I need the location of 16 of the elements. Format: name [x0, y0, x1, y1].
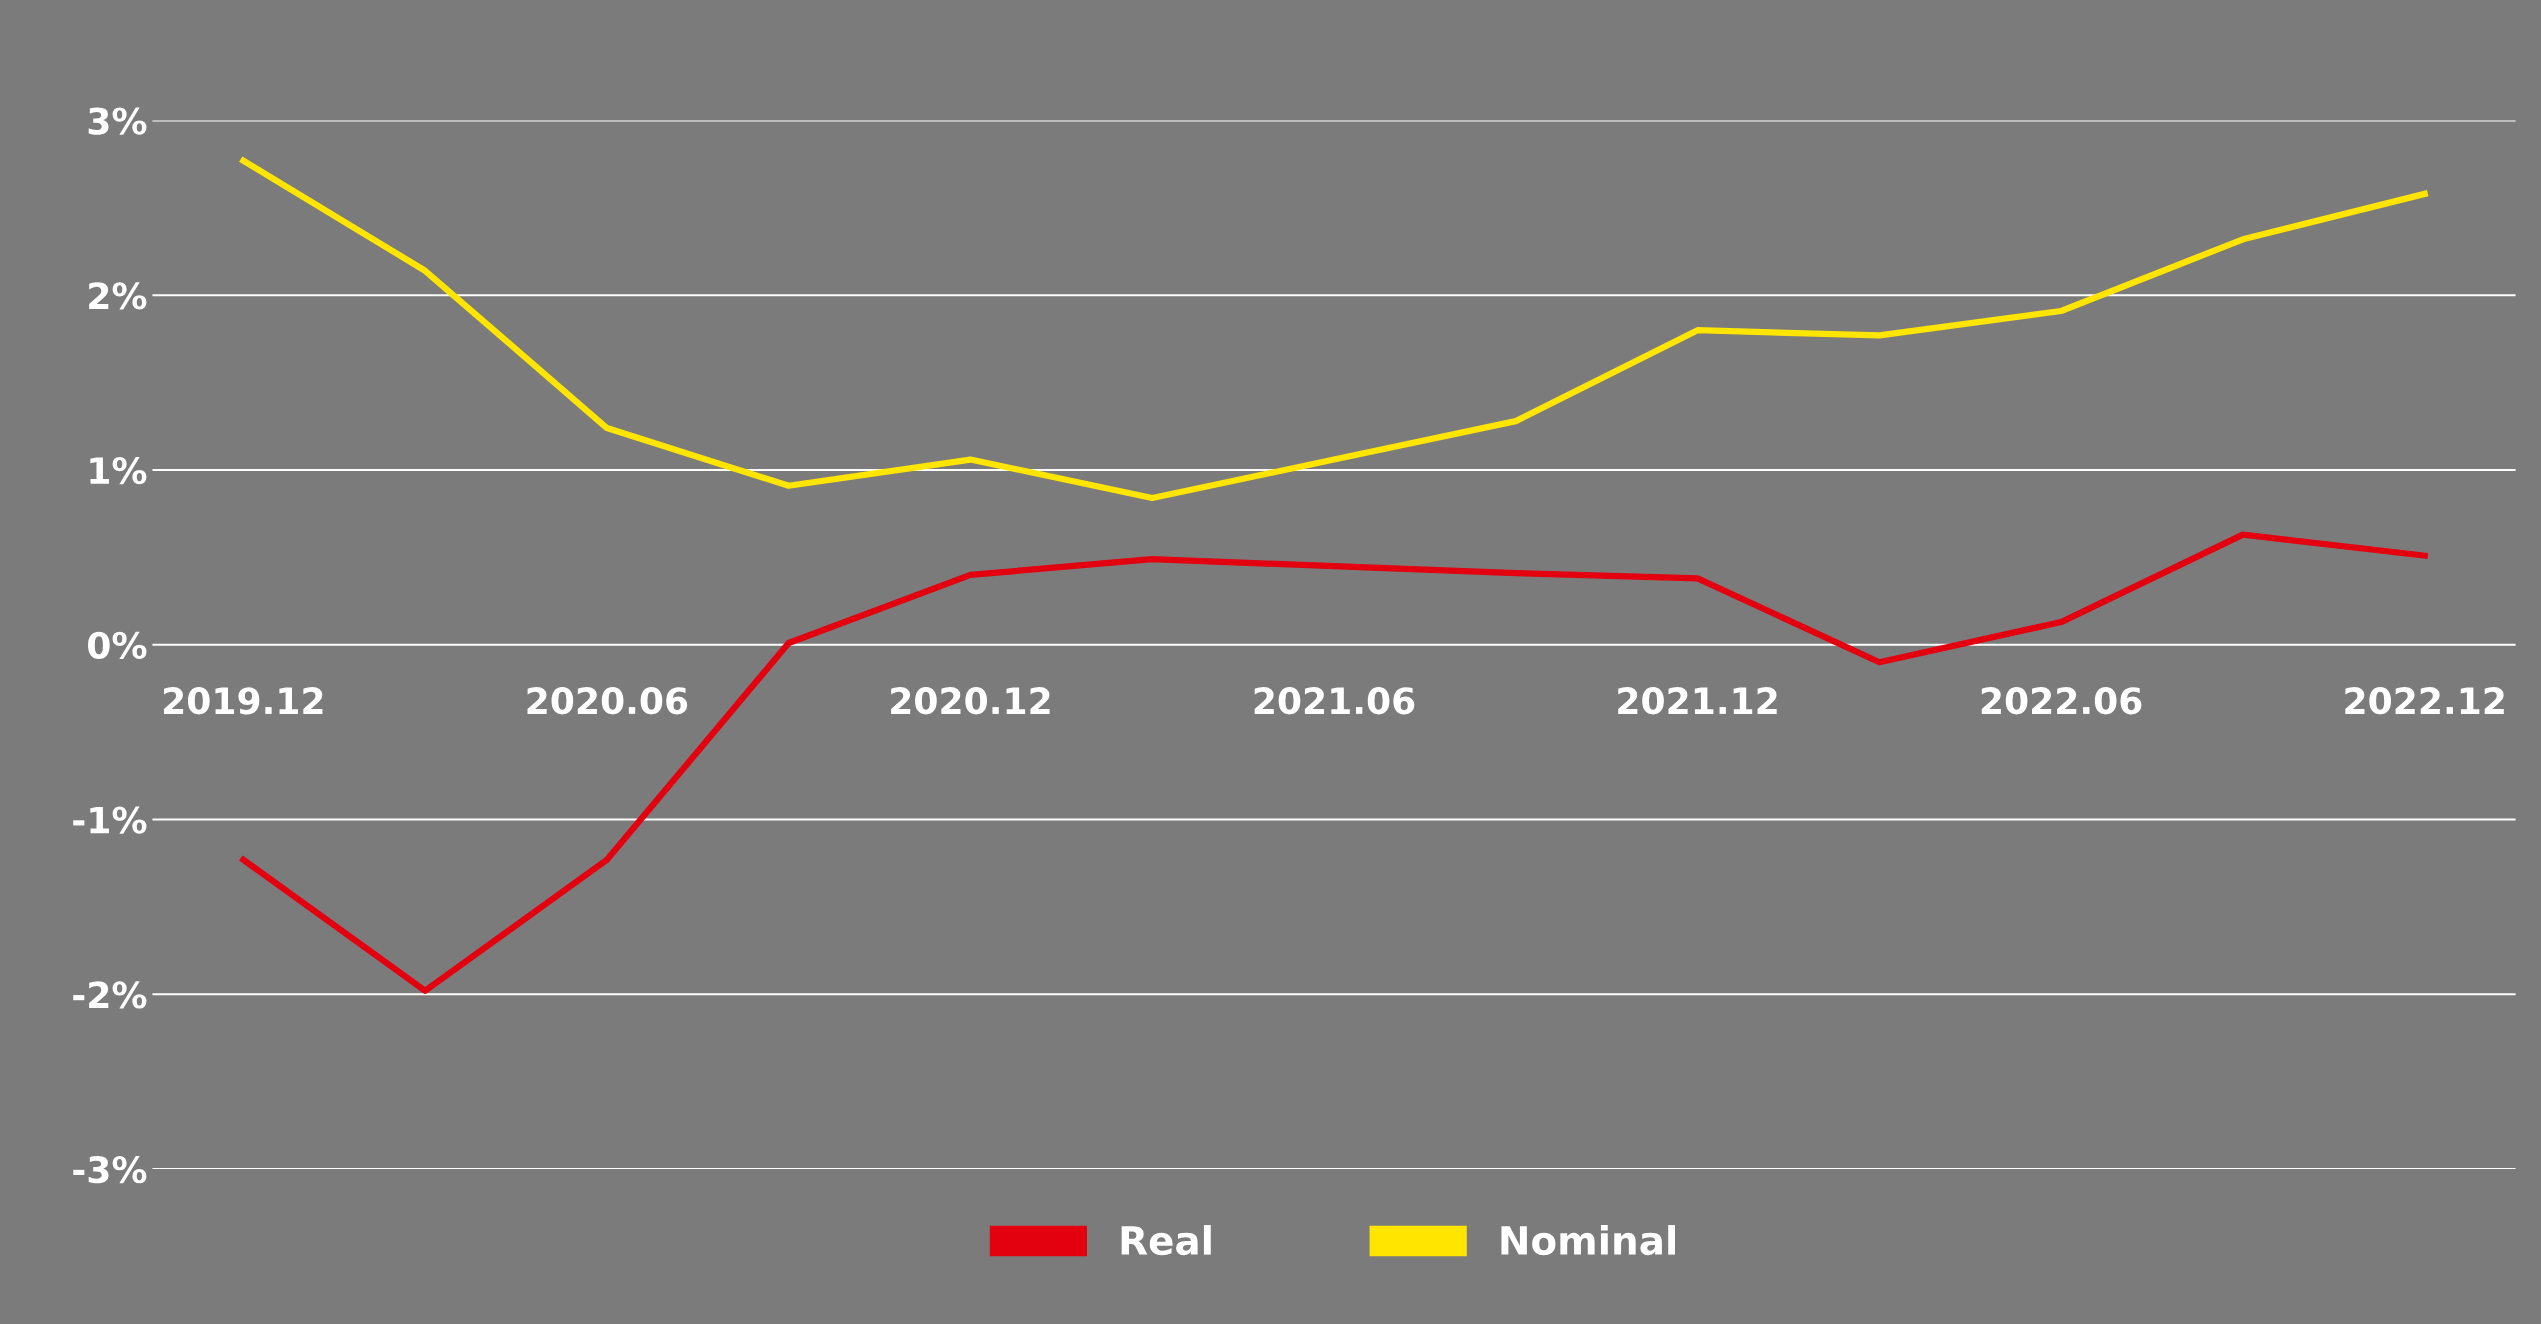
x-tick-label: 2021.06 — [1254, 687, 1415, 715]
y-tick-label: -1% — [73, 806, 147, 834]
legend-label: Nominal — [1501, 1225, 1675, 1256]
x-tick-label: 2020.06 — [527, 687, 688, 715]
y-tick-label: -3% — [73, 1156, 147, 1184]
y-tick-label: 2% — [89, 282, 147, 310]
y-tick-label: 3% — [88, 107, 147, 135]
x-tick-label: 2019.12 — [163, 687, 323, 715]
legend-label: Real — [1121, 1225, 1211, 1256]
x-tick-label: 2022.06 — [1981, 687, 2142, 715]
x-tick-label: 2020.12 — [891, 687, 1050, 715]
y-tick-label: 0% — [88, 631, 147, 660]
x-tick-label: 2021.12 — [1618, 687, 1777, 715]
x-tick-label: 2022.12 — [2345, 687, 2504, 715]
y-tick-label: -2% — [73, 981, 147, 1009]
y-tick-label: 1% — [90, 456, 147, 485]
